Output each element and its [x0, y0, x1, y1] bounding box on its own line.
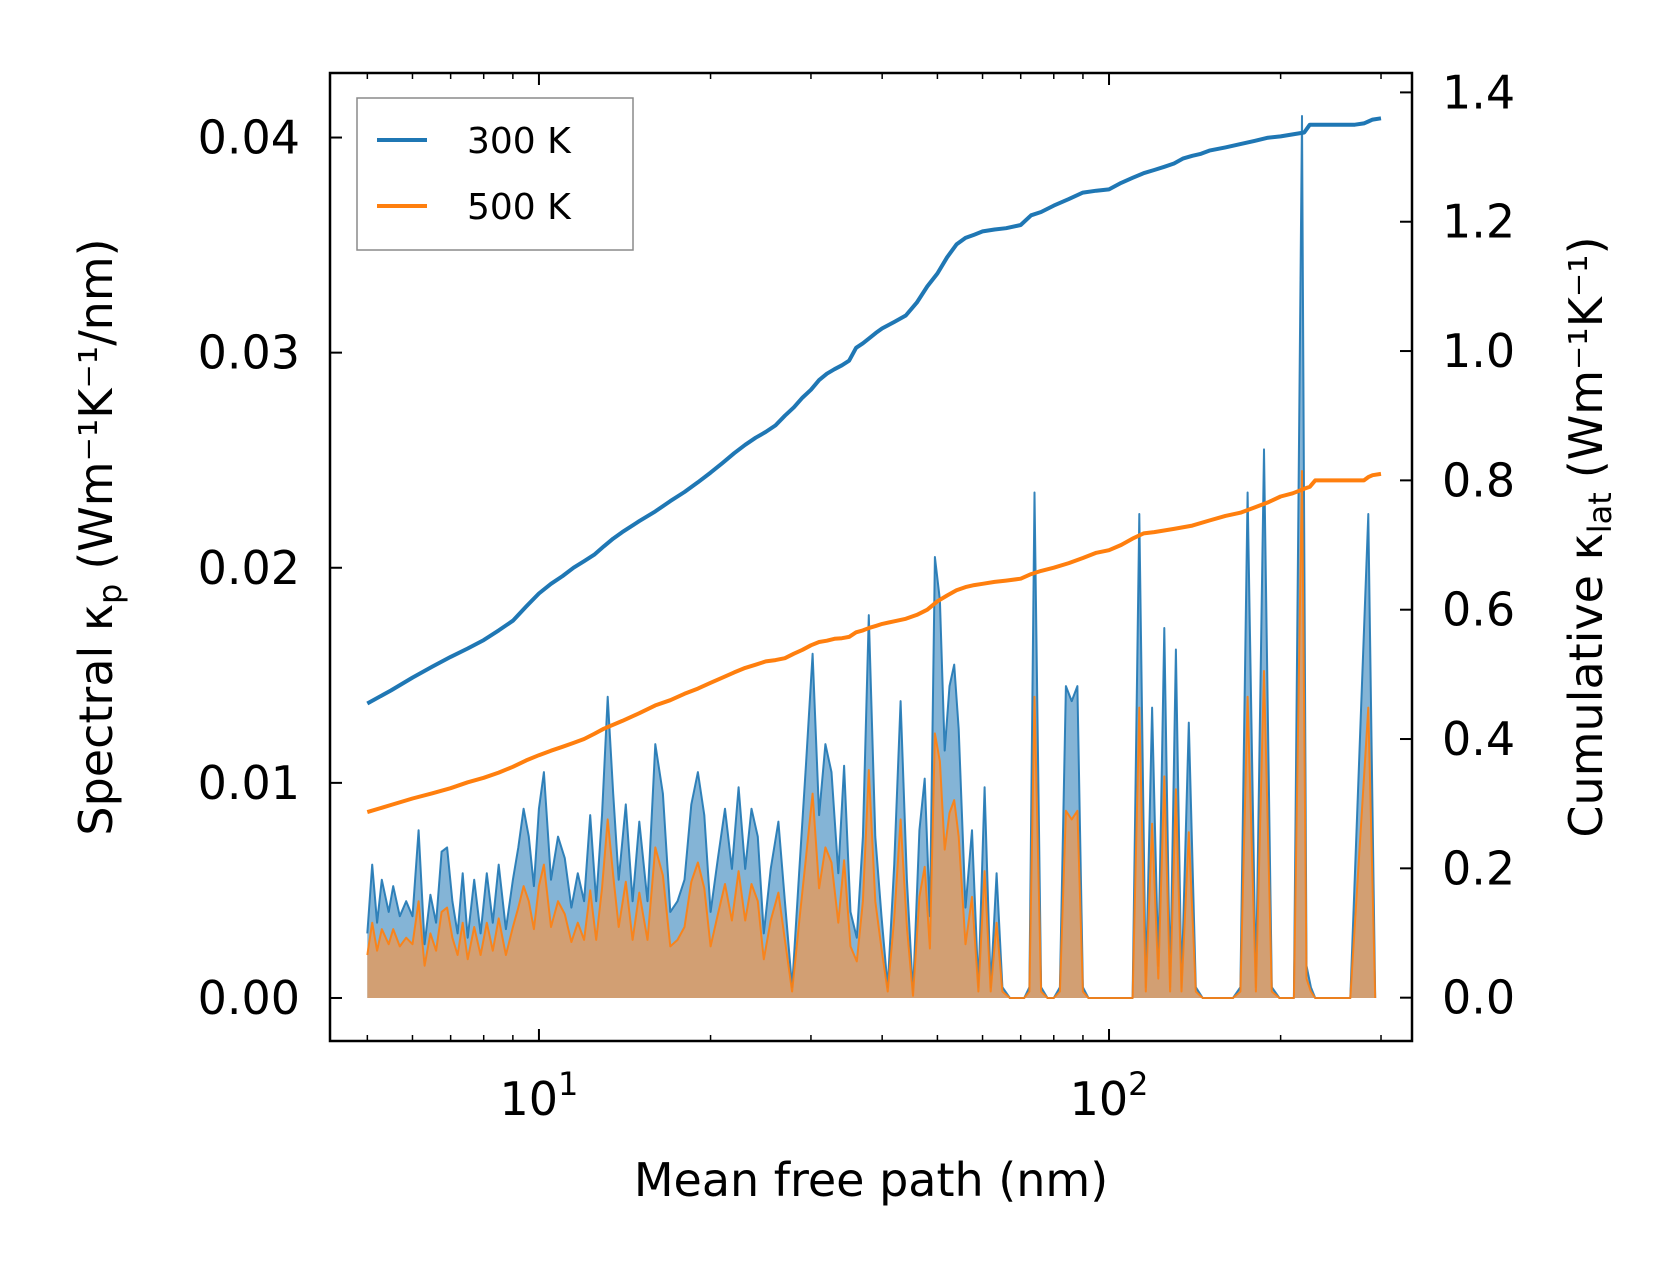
y-left-label-text: Spectral κ: [69, 604, 123, 836]
y-left-tick-label: 0.00: [198, 971, 300, 1025]
y-right-tick-label: 0.8: [1442, 453, 1515, 507]
y-right-label-unit: (Wm⁻¹K⁻¹): [1559, 236, 1613, 478]
y-left-tick-label: 0.02: [198, 541, 300, 595]
y-left-tick-label: 0.03: [198, 326, 300, 380]
y-right-tick-label: 0.0: [1442, 971, 1515, 1025]
plot-area: [366, 115, 1382, 999]
cumulative-line-300k: [366, 116, 1382, 706]
x-tick-label: 101: [499, 1065, 578, 1126]
x-tick-label: 102: [1070, 1065, 1149, 1126]
y-right-tick-label: 1.2: [1442, 195, 1515, 249]
x-tick-base: 10: [499, 1072, 558, 1126]
y-left-label-sub: p: [91, 584, 129, 604]
tick-labels: 101 1020.000.010.020.030.040.00.20.40.60.…: [198, 65, 1516, 1126]
y-axis-label-right: Cumulative κlat (Wm⁻¹K⁻¹): [1559, 236, 1619, 837]
spectral-line-500k: [366, 470, 1377, 999]
y-left-tick-label: 0.04: [198, 111, 300, 165]
spectral-fills: [366, 115, 1377, 999]
y-right-tick-label: 1.4: [1442, 65, 1515, 119]
y-right-label-text: Cumulative κ: [1559, 533, 1613, 837]
y-axis-label-left: Spectral κp (Wm⁻¹K⁻¹/nm): [69, 238, 129, 835]
x-tick-base: 10: [1070, 1072, 1129, 1126]
y-left-tick-label: 0.01: [198, 756, 300, 810]
y-right-tick-label: 0.4: [1442, 712, 1515, 766]
series-lines: [366, 116, 1382, 815]
y-right-tick-label: 0.2: [1442, 841, 1515, 895]
x-tick-exponent: 2: [1128, 1065, 1148, 1103]
x-tick-exponent: 1: [558, 1065, 578, 1103]
y-right-tick-label: 1.0: [1442, 324, 1515, 378]
x-axis-label: Mean free path (nm): [634, 1153, 1108, 1207]
spectral-fill-500k: [367, 471, 1376, 998]
legend-label-500k: 500 K: [467, 187, 572, 228]
legend-box: [356, 97, 634, 251]
y-right-label-sub: lat: [1581, 492, 1619, 533]
legend-label-300k: 300 K: [467, 121, 572, 162]
y-left-label-unit: (Wm⁻¹K⁻¹/nm): [69, 238, 123, 569]
cumulative-line-500k: [366, 471, 1382, 815]
legend: 300 K 500 K: [356, 97, 634, 251]
plot-frame: [328, 71, 1414, 1043]
y-right-tick-label: 0.6: [1442, 583, 1515, 637]
